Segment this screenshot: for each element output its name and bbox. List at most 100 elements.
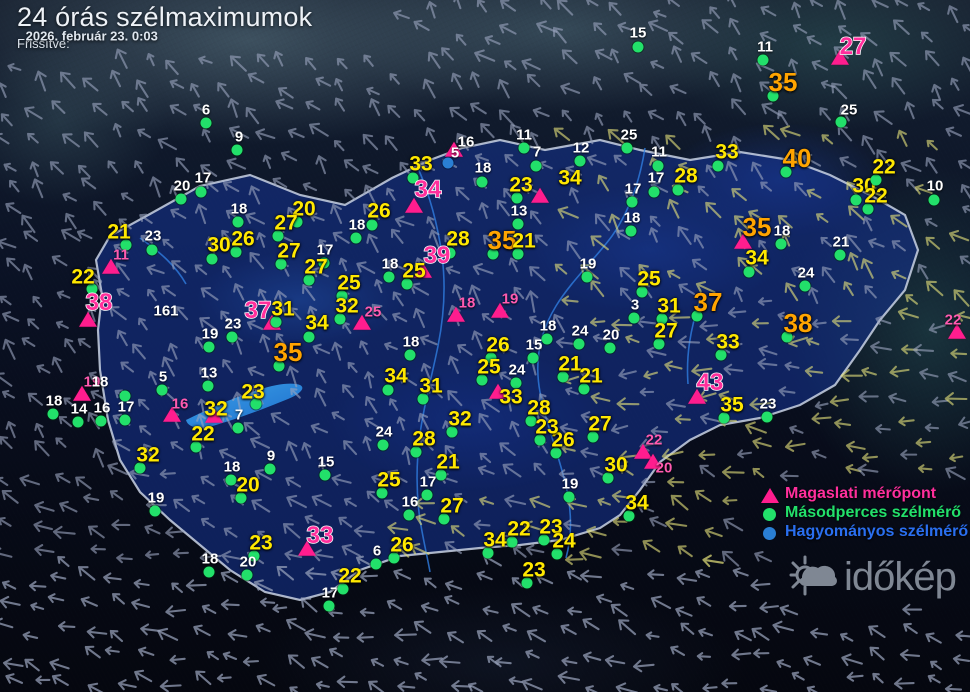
wind-arrow [666, 0, 680, 7]
station-marker[interactable] [319, 469, 331, 481]
station-value: 18 [91, 373, 109, 391]
station-marker[interactable] [203, 566, 215, 578]
station-marker[interactable] [350, 232, 362, 244]
station-marker[interactable] [573, 338, 585, 350]
station-marker[interactable] [195, 186, 207, 198]
station-marker[interactable] [530, 160, 542, 172]
wind-arrow [262, 154, 272, 169]
station-value: 25 [477, 355, 501, 379]
station-marker[interactable] [149, 505, 161, 517]
triangle-marker-icon [761, 488, 779, 503]
wind-arrow [727, 0, 737, 8]
wind-arrow [146, 288, 157, 302]
station-marker[interactable] [604, 342, 616, 354]
station-marker[interactable] [72, 416, 84, 428]
station-marker[interactable] [202, 380, 214, 392]
station-marker[interactable] [632, 41, 644, 53]
wind-arrow [77, 164, 91, 178]
wind-arrow [496, 199, 510, 217]
station-marker[interactable] [232, 216, 244, 228]
wind-arrow [649, 215, 661, 227]
station-value: 16 [93, 399, 111, 417]
station-marker[interactable] [119, 414, 131, 426]
station-marker[interactable] [648, 186, 660, 198]
wind-arrow [914, 184, 933, 195]
wind-arrow [779, 125, 801, 138]
station-marker[interactable] [47, 408, 59, 420]
station-marker[interactable] [370, 558, 382, 570]
station-marker[interactable] [625, 225, 637, 237]
station-marker[interactable] [264, 463, 276, 475]
station-value: 17 [647, 169, 665, 187]
station-value: 26 [231, 227, 255, 251]
station-marker[interactable] [563, 491, 575, 503]
station-marker[interactable] [775, 238, 787, 250]
wind-arrow [619, 266, 636, 283]
station-marker[interactable] [581, 271, 593, 283]
station-marker[interactable] [421, 489, 433, 501]
station-marker[interactable] [241, 569, 253, 581]
station-marker[interactable] [231, 144, 243, 156]
wind-arrow [278, 86, 294, 99]
station-marker-peak[interactable] [531, 187, 549, 203]
station-marker[interactable] [377, 439, 389, 451]
station-marker[interactable] [403, 509, 415, 521]
station-value: 15 [525, 336, 543, 354]
wind-arrow [532, 107, 550, 118]
wind-arrow [201, 128, 211, 143]
wind-arrow [222, 265, 232, 279]
station-value: 27 [654, 319, 678, 343]
wind-arrow [107, 160, 118, 174]
wind-arrow [530, 210, 542, 225]
station-marker[interactable] [323, 600, 335, 612]
station-marker[interactable] [232, 422, 244, 434]
station-marker[interactable] [383, 271, 395, 283]
station-marker[interactable] [621, 142, 633, 154]
station-marker[interactable] [518, 142, 530, 154]
station-value: 33 [499, 385, 523, 409]
wind-arrow [343, 159, 360, 172]
station-marker[interactable] [225, 474, 237, 486]
station-marker[interactable] [175, 193, 187, 205]
station-marker[interactable] [799, 280, 811, 292]
wind-arrow [950, 77, 960, 91]
wind-arrow [31, 178, 44, 199]
station-marker[interactable] [541, 333, 553, 345]
wind-arrow [318, 239, 329, 252]
station-value: 25 [364, 303, 382, 321]
station-marker[interactable] [95, 415, 107, 427]
station-value: 24 [571, 322, 589, 340]
station-marker[interactable] [476, 176, 488, 188]
station-marker[interactable] [628, 312, 640, 324]
station-marker[interactable] [928, 194, 940, 206]
wind-arrow [650, 135, 662, 150]
station-marker[interactable] [200, 117, 212, 129]
station-marker[interactable] [146, 244, 158, 256]
wind-arrow [690, 51, 708, 65]
station-marker[interactable] [574, 155, 586, 167]
wind-arrow [445, 265, 461, 275]
wind-arrow [860, 32, 878, 47]
wind-arrow [426, 216, 436, 230]
station-value: 6 [372, 542, 382, 560]
station-marker[interactable] [761, 411, 773, 423]
station-marker[interactable] [226, 331, 238, 343]
wind-arrow [760, 5, 777, 17]
station-marker[interactable] [626, 196, 638, 208]
station-marker[interactable] [527, 352, 539, 364]
station-marker[interactable] [404, 349, 416, 361]
station-marker[interactable] [156, 384, 168, 396]
wind-arrow [229, 55, 247, 72]
wind-arrow [87, 266, 103, 283]
wind-arrow [356, 261, 376, 275]
wind-arrow [608, 213, 620, 233]
wind-arrow [653, 9, 667, 18]
wind-arrow [200, 163, 218, 177]
station-marker[interactable] [203, 341, 215, 353]
station-marker[interactable] [834, 249, 846, 261]
station-marker[interactable] [757, 54, 769, 66]
idokep-logo[interactable]: időkép [786, 553, 957, 601]
station-value: 5 [158, 368, 168, 386]
station-value: 22 [338, 564, 362, 588]
wind-arrow [847, 205, 865, 221]
